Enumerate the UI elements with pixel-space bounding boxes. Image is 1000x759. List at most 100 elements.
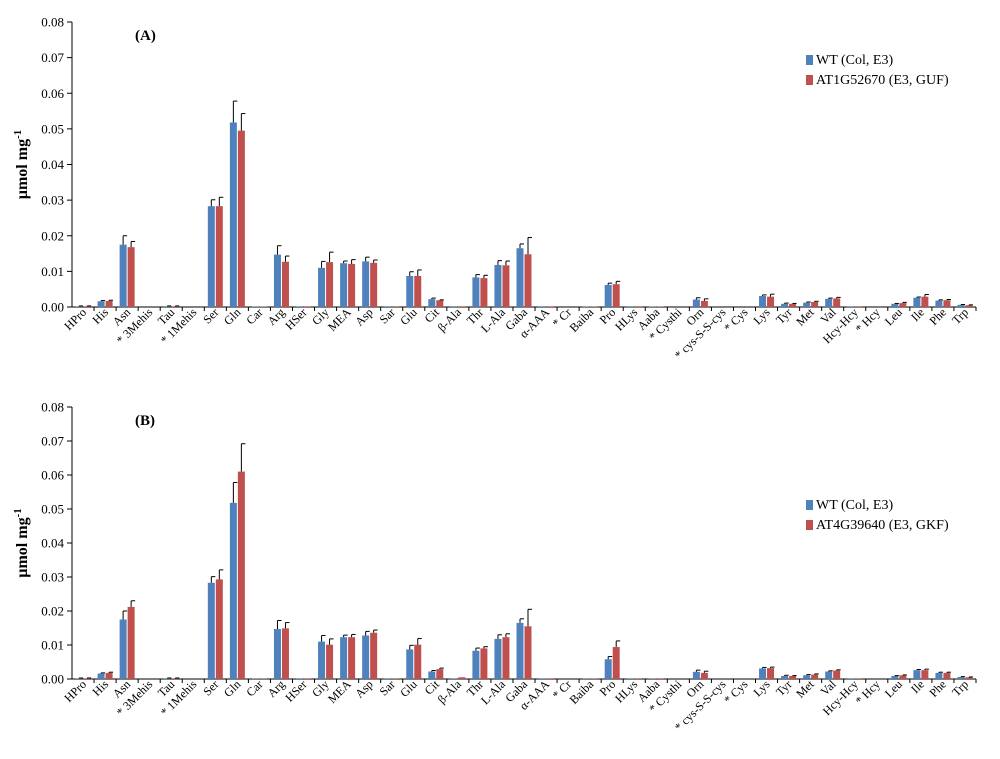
bar-a-s0-gly: [318, 268, 325, 307]
bar-b-s1-orn: [701, 673, 708, 679]
x-tick-label-a-baiba: Baiba: [567, 305, 597, 335]
x-tick-label-a-his: His: [90, 305, 112, 327]
y-tick-label-a-8: 0.08: [41, 15, 64, 30]
panel-label-a: (A): [135, 28, 156, 44]
bar-b-s1-lys: [767, 668, 774, 679]
bar-b-s1-met: [811, 675, 818, 679]
legend-label-b-1: AT4G39640 (E3, GKF): [816, 518, 949, 533]
x-tick-label-a-asp: Asp: [352, 305, 376, 329]
x-tick-label-b-hpro: HPro: [61, 677, 89, 705]
x-tick-label-a-ser: Ser: [200, 305, 221, 326]
bar-b-s1-glu: [414, 645, 421, 679]
bar-a-s1-trp: [965, 305, 972, 307]
bar-b-s1-arg: [282, 628, 289, 679]
y-tick-label-a-2: 0.02: [41, 228, 64, 243]
bar-a-s1-hlys: [635, 306, 642, 307]
bar-b-s1-l-ala: [502, 637, 509, 679]
bar-b-s0-gaba: [517, 623, 524, 679]
y-tick-label-a-4: 0.04: [41, 157, 64, 172]
bar-a-s0-gaba: [517, 248, 524, 307]
x-tick-label-b-mea: MEA: [325, 677, 354, 706]
bar-a-s1-mea: [348, 264, 355, 307]
x-tick-label-b-hlys: HLys: [612, 677, 641, 706]
x-tick-label-a-ala: β-Ala: [435, 305, 465, 335]
bar-a-s1-pro: [613, 284, 620, 307]
y-tick-label-b-2: 0.02: [41, 604, 64, 619]
bar-a-s1-lys: [767, 297, 774, 307]
x-tick-label-a-gln: Gln: [221, 305, 244, 328]
bar-b-s0-arg: [274, 629, 281, 679]
x-tick-label-b-l-ala: L-Ala: [478, 677, 509, 708]
bar-b-s0-gly: [318, 642, 325, 679]
bar-a-s0-glu: [406, 276, 413, 307]
legend-label-b-0: WT (Col, E3): [816, 498, 893, 513]
x-tick-label-a-trp: Trp: [949, 305, 971, 327]
x-tick-label-b-cys: * Cys: [721, 677, 751, 707]
y-axis-title-superscript-a: -1: [12, 130, 24, 139]
bar-a-s1-asp: [370, 263, 377, 307]
y-tick-label-b-6: 0.06: [41, 468, 64, 483]
legend-swatch-a-1: [806, 75, 813, 85]
bar-b-s0-pro: [605, 659, 612, 679]
bar-b-s0-thr: [472, 651, 479, 679]
y-tick-label-b-4: 0.04: [41, 536, 64, 551]
x-tick-label-a-glu: Glu: [397, 305, 420, 328]
bar-b-s1-ser: [216, 579, 223, 679]
bar-b-s1-asp: [370, 633, 377, 679]
bar-a-s1-aaa: [547, 306, 554, 307]
y-tick-label-a-7: 0.07: [41, 50, 64, 65]
bar-b-s0-asn: [120, 620, 127, 680]
bar-a-s1-ile: [921, 297, 928, 307]
bar-b-s1-gln: [238, 472, 245, 679]
bar-a-s1-phe: [943, 300, 950, 307]
bar-a-s1-hcy-hcy: [855, 306, 862, 307]
x-tick-label-a-mea: MEA: [325, 305, 354, 334]
legend-label-a-1: AT1G52670 (E3, GUF): [816, 73, 949, 88]
y-axis-title-a: µmol mg-1: [12, 130, 31, 200]
legend-swatch-b-0: [806, 500, 813, 510]
x-tick-label-a-car: Car: [243, 305, 265, 327]
x-tick-label-b-asp: Asp: [352, 677, 376, 701]
bar-a-s0-arg: [274, 255, 281, 307]
bar-b-s0-asp: [362, 635, 369, 679]
bar-b-s1-val: [833, 671, 840, 680]
bar-b-s1-gly: [326, 645, 333, 679]
bar-b-s0-ser: [208, 583, 215, 679]
y-tick-label-b-0: 0.00: [41, 672, 64, 687]
bar-a-s0-thr: [472, 277, 479, 307]
y-tick-label-b-1: 0.01: [41, 638, 64, 653]
x-tick-label-b-baiba: Baiba: [567, 677, 597, 707]
x-tick-label-a-hcy: * Hcy: [852, 305, 882, 335]
x-tick-label-b-car: Car: [243, 677, 265, 699]
x-tick-label-a-hpro: HPro: [61, 305, 89, 333]
bar-a-s1-gly: [326, 262, 333, 307]
x-tick-label-a-lys: Lys: [750, 305, 772, 327]
bar-b-s1-trp: [965, 677, 972, 679]
x-tick-label-b-hser: HSer: [282, 677, 309, 704]
x-tick-label-a-cys: * Cys: [721, 305, 751, 335]
bar-b-s1-hlys: [635, 678, 642, 679]
y-axis-title-b: µmol mg-1: [12, 508, 31, 578]
bar-a-s0-asp: [362, 261, 369, 307]
bar-b-s1-gaba: [525, 626, 532, 679]
bar-a-s1-cit: [436, 300, 443, 307]
x-tick-label-b-lys: Lys: [750, 677, 772, 699]
bar-b-s1-ala: [458, 677, 465, 679]
bar-a-s0-gln: [230, 122, 237, 307]
bar-a-s1-sar: [392, 306, 399, 307]
x-tick-label-b-sar: Sar: [377, 677, 398, 698]
y-tick-label-a-5: 0.05: [41, 121, 64, 136]
x-tick-label-b-glu: Glu: [397, 677, 420, 700]
y-tick-label-b-7: 0.07: [41, 434, 64, 449]
y-tick-label-a-1: 0.01: [41, 264, 64, 279]
y-tick-label-b-5: 0.05: [41, 502, 64, 517]
y-tick-label-a-3: 0.03: [41, 193, 64, 208]
bar-a-s1-arg: [282, 262, 289, 307]
bar-b-s1-cit: [436, 669, 443, 679]
x-tick-label-b-his: His: [90, 677, 112, 699]
bar-a-s0-pro: [605, 285, 612, 307]
bar-a-s1-val: [833, 298, 840, 307]
bar-a-s1-tyr: [789, 304, 796, 307]
bar-b-s1-hser: [304, 678, 311, 679]
